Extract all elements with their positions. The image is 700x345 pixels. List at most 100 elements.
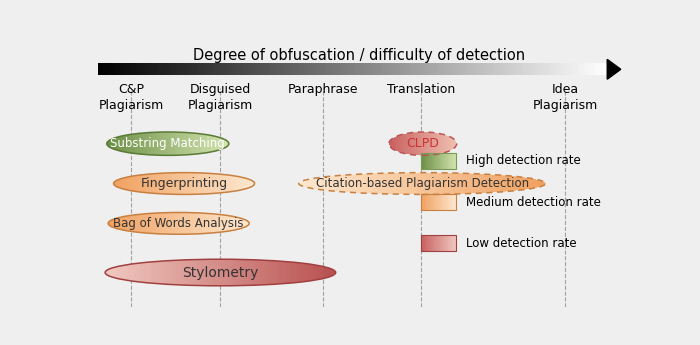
Bar (153, 213, 155, 234)
Bar (234, 259, 237, 286)
Bar (172, 173, 173, 194)
Bar (135, 134, 136, 154)
Bar (137, 263, 140, 282)
Bar (181, 213, 183, 234)
Bar (230, 216, 231, 231)
Bar (152, 174, 153, 193)
Bar (299, 182, 301, 185)
Bar (218, 137, 219, 150)
Bar (226, 141, 228, 147)
Bar (230, 176, 232, 191)
Bar (152, 213, 153, 234)
Bar (186, 172, 187, 195)
Bar (183, 260, 186, 285)
Bar (444, 235, 445, 251)
Bar (536, 179, 538, 188)
Bar (232, 216, 234, 230)
Bar (449, 235, 450, 251)
Bar (220, 138, 221, 149)
Bar (153, 132, 155, 155)
Bar (311, 179, 314, 188)
Bar (176, 260, 179, 285)
Bar (464, 173, 467, 194)
Bar (191, 133, 193, 155)
Bar (221, 215, 223, 232)
Bar (158, 174, 159, 194)
Bar (214, 136, 216, 151)
Bar (144, 133, 145, 155)
Bar (519, 177, 521, 190)
Bar (142, 263, 144, 282)
Bar (491, 175, 494, 193)
Text: C&P
Plagiarism: C&P Plagiarism (98, 82, 164, 111)
Bar (155, 213, 156, 234)
Bar (450, 235, 451, 251)
Bar (211, 174, 212, 194)
Bar (217, 214, 218, 233)
Bar (216, 137, 218, 150)
Bar (220, 215, 221, 232)
Bar (172, 260, 174, 285)
Bar (341, 175, 343, 192)
Bar (427, 194, 428, 210)
Bar (237, 217, 238, 229)
Bar (417, 172, 420, 195)
Bar (181, 132, 183, 155)
Bar (380, 173, 383, 194)
Bar (142, 214, 144, 233)
Bar (310, 264, 313, 281)
Bar (205, 213, 207, 234)
Bar (393, 173, 395, 194)
Text: Bag of Words Analysis: Bag of Words Analysis (113, 217, 244, 230)
Bar (149, 174, 150, 193)
Bar (439, 153, 440, 169)
Bar (109, 221, 111, 226)
Bar (438, 194, 439, 210)
Bar (454, 194, 456, 210)
Bar (188, 260, 190, 285)
Bar (132, 215, 134, 231)
Bar (145, 133, 146, 155)
Bar (453, 153, 454, 169)
Bar (198, 213, 200, 234)
Bar (264, 260, 267, 285)
Bar (232, 176, 233, 191)
Bar (158, 261, 160, 284)
Bar (216, 174, 218, 193)
Bar (120, 179, 122, 188)
Bar (469, 174, 472, 194)
Bar (294, 263, 297, 283)
Bar (276, 261, 278, 284)
Bar (474, 174, 477, 193)
Bar (450, 194, 451, 210)
Bar (179, 260, 181, 285)
Bar (124, 216, 125, 230)
Bar (139, 175, 140, 192)
Bar (432, 194, 433, 210)
Bar (216, 214, 217, 233)
Bar (216, 259, 218, 286)
Bar (164, 132, 165, 155)
Bar (188, 133, 190, 155)
Bar (119, 137, 120, 151)
Bar (114, 219, 116, 228)
Bar (125, 216, 127, 230)
Bar (449, 153, 450, 169)
Bar (178, 132, 180, 155)
Bar (212, 174, 214, 194)
Bar (333, 176, 336, 191)
Bar (190, 133, 191, 155)
Bar (186, 260, 188, 285)
Bar (482, 174, 484, 193)
Bar (421, 153, 422, 169)
Bar (146, 214, 148, 233)
Bar (443, 194, 444, 210)
Bar (136, 215, 138, 232)
Bar (440, 194, 442, 210)
Bar (141, 175, 144, 192)
Bar (226, 175, 228, 192)
Bar (204, 135, 206, 153)
Bar (425, 194, 426, 210)
Bar (159, 132, 160, 155)
Bar (248, 179, 249, 188)
